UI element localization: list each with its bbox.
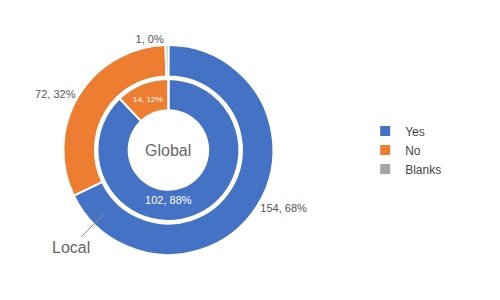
svg-text:72, 32%: 72, 32% bbox=[35, 88, 76, 100]
svg-text:Global: Global bbox=[145, 142, 191, 159]
svg-text:Local: Local bbox=[52, 239, 90, 256]
svg-text:14, 12%: 14, 12% bbox=[133, 95, 163, 104]
svg-text:Blanks: Blanks bbox=[405, 163, 441, 177]
svg-text:154, 68%: 154, 68% bbox=[260, 202, 307, 214]
svg-text:Yes: Yes bbox=[405, 125, 425, 139]
svg-text:1, 0%: 1, 0% bbox=[136, 33, 164, 45]
svg-text:102, 88%: 102, 88% bbox=[145, 194, 192, 206]
svg-text:No: No bbox=[405, 144, 421, 158]
